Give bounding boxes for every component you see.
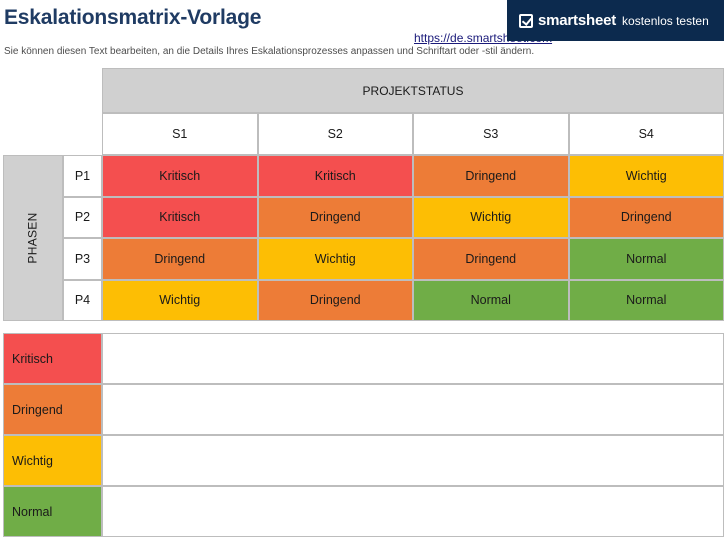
banner-cta: kostenlos testen [622,13,709,28]
column-header-s3[interactable]: S3 [413,113,569,155]
banner-brand: smartsheet [538,12,617,29]
matrix-cell[interactable]: Wichtig [102,279,258,321]
row-header-p3[interactable]: P3 [63,238,102,280]
projektstatus-header[interactable]: PROJEKTSTATUS [102,68,724,113]
legend-key-wichtig[interactable]: Wichtig [3,435,102,486]
matrix-cell[interactable]: Dringend [413,155,569,197]
legend-key-normal[interactable]: Normal [3,486,102,537]
matrix-cell[interactable]: Normal [568,279,724,321]
matrix-cell[interactable]: Dringend [257,196,413,238]
matrix-cell[interactable]: Wichtig [413,196,569,238]
page-title: Eskalationsmatrix-Vorlage [4,6,262,29]
matrix-cell[interactable]: Dringend [568,196,724,238]
matrix-cell[interactable]: Dringend [102,238,258,280]
row-header-p1[interactable]: P1 [63,155,102,197]
phasen-label: PHASEN [26,212,40,264]
matrix-cell[interactable]: Kritisch [257,155,413,197]
legend-description-dringend[interactable] [102,384,724,435]
legend-description-normal[interactable] [102,486,724,537]
matrix-cell[interactable]: Dringend [257,279,413,321]
smartsheet-check-icon [519,13,533,28]
page-subtitle: Sie können diesen Text bearbeiten, an di… [4,46,535,57]
legend-key-kritisch[interactable]: Kritisch [3,333,102,384]
matrix-cell[interactable]: Wichtig [568,155,724,197]
column-header-s4[interactable]: S4 [568,113,724,155]
legend-description-kritisch[interactable] [102,333,724,384]
matrix-cell[interactable]: Wichtig [257,238,413,280]
matrix-cell[interactable]: Normal [568,238,724,280]
legend-key-dringend[interactable]: Dringend [3,384,102,435]
row-header-p2[interactable]: P2 [63,196,102,238]
matrix-cell[interactable]: Normal [413,279,569,321]
legend-description-wichtig[interactable] [102,435,724,486]
row-header-p4[interactable]: P4 [63,279,102,321]
matrix-cell[interactable]: Kritisch [102,196,258,238]
column-header-s1[interactable]: S1 [102,113,258,155]
matrix-cell[interactable]: Dringend [413,238,569,280]
smartsheet-banner[interactable]: smartsheet kostenlos testen [507,0,724,41]
matrix-cell[interactable]: Kritisch [102,155,258,197]
column-header-s2[interactable]: S2 [257,113,413,155]
phasen-header[interactable]: PHASEN [3,155,63,321]
